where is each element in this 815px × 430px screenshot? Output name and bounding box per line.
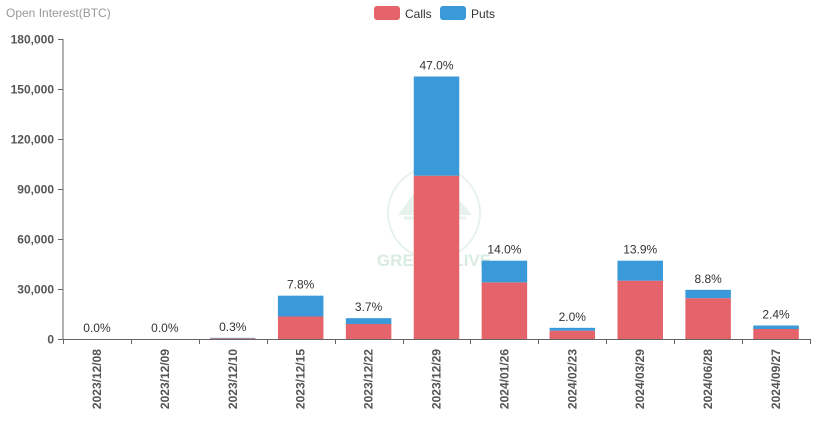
data-label-5: 47.0% bbox=[419, 59, 453, 73]
y-tick-label: 60,000 bbox=[17, 233, 54, 247]
x-tick-label-10: 2024/09/27 bbox=[769, 349, 783, 409]
bar-calls-8[interactable] bbox=[617, 280, 663, 339]
data-label-0: 0.0% bbox=[83, 321, 111, 335]
x-tick-label-7: 2024/02/23 bbox=[565, 349, 579, 409]
y-tick-label: 0 bbox=[47, 333, 54, 347]
y-tick-label: 30,000 bbox=[17, 283, 54, 297]
legend-swatch-puts bbox=[440, 6, 466, 20]
y-tick-label: 150,000 bbox=[11, 83, 55, 97]
legend-label-calls: Calls bbox=[405, 7, 432, 21]
data-label-6: 14.0% bbox=[487, 243, 521, 257]
bar-puts-7[interactable] bbox=[549, 327, 596, 331]
bar-calls-2[interactable] bbox=[210, 338, 256, 339]
bar-puts-4[interactable] bbox=[345, 318, 392, 324]
legend-item-puts[interactable]: Puts bbox=[440, 6, 495, 21]
legend-label-puts: Puts bbox=[471, 7, 495, 21]
bar-calls-6[interactable] bbox=[481, 282, 528, 339]
bars bbox=[210, 76, 799, 340]
data-label-9: 8.8% bbox=[694, 272, 722, 286]
x-tick-label-0: 2023/12/08 bbox=[90, 349, 104, 409]
bar-calls-3[interactable] bbox=[277, 316, 324, 340]
bar-puts-9[interactable] bbox=[685, 289, 731, 299]
x-tick-label-9: 2024/06/28 bbox=[701, 349, 715, 409]
bar-puts-8[interactable] bbox=[617, 260, 663, 281]
x-tick-label-4: 2023/12/22 bbox=[362, 349, 376, 409]
legend-item-calls[interactable]: Calls bbox=[374, 6, 432, 21]
x-tick-label-1: 2023/12/09 bbox=[158, 349, 172, 409]
bar-puts-2[interactable] bbox=[210, 337, 256, 339]
bar-puts-6[interactable] bbox=[481, 260, 528, 283]
bar-calls-4[interactable] bbox=[345, 324, 392, 339]
data-label-4: 3.7% bbox=[355, 300, 383, 314]
y-tick-label: 120,000 bbox=[11, 133, 55, 147]
legend-swatch-calls bbox=[374, 6, 400, 20]
y-tick-label: 90,000 bbox=[17, 183, 54, 197]
bar-puts-3[interactable] bbox=[277, 295, 324, 317]
data-label-2: 0.3% bbox=[219, 320, 247, 334]
data-label-7: 2.0% bbox=[559, 310, 587, 324]
legend: Calls Puts bbox=[374, 6, 495, 21]
data-label-3: 7.8% bbox=[287, 278, 315, 292]
data-label-10: 2.4% bbox=[762, 308, 790, 322]
x-tick-label-3: 2023/12/15 bbox=[294, 349, 308, 409]
x-tick-label-2: 2023/12/10 bbox=[226, 349, 240, 409]
bar-calls-10[interactable] bbox=[753, 329, 799, 339]
bar-calls-5[interactable] bbox=[413, 175, 460, 339]
bar-calls-9[interactable] bbox=[685, 298, 731, 339]
bar-calls-7[interactable] bbox=[549, 330, 596, 339]
x-tick-label-6: 2024/01/26 bbox=[497, 349, 511, 409]
bar-puts-5[interactable] bbox=[413, 76, 460, 176]
x-tick-label-8: 2024/03/29 bbox=[633, 349, 647, 409]
x-tick-label-5: 2023/12/29 bbox=[430, 349, 444, 409]
axes: 0 30,000 60,000 90,000 120,000 150,000 180,000… bbox=[11, 33, 811, 409]
y-tick-label: 180,000 bbox=[11, 33, 55, 47]
bar-puts-10[interactable] bbox=[753, 325, 799, 330]
data-label-1: 0.0% bbox=[151, 321, 179, 335]
y-axis-title: Open Interest(BTC) bbox=[6, 6, 111, 20]
data-label-8: 13.9% bbox=[623, 243, 657, 257]
data-labels: 0.0% 0.0% 0.3% 7.8% 3.7% 47.0% 14.0% 2.0% 13.9% 8… bbox=[83, 59, 790, 336]
